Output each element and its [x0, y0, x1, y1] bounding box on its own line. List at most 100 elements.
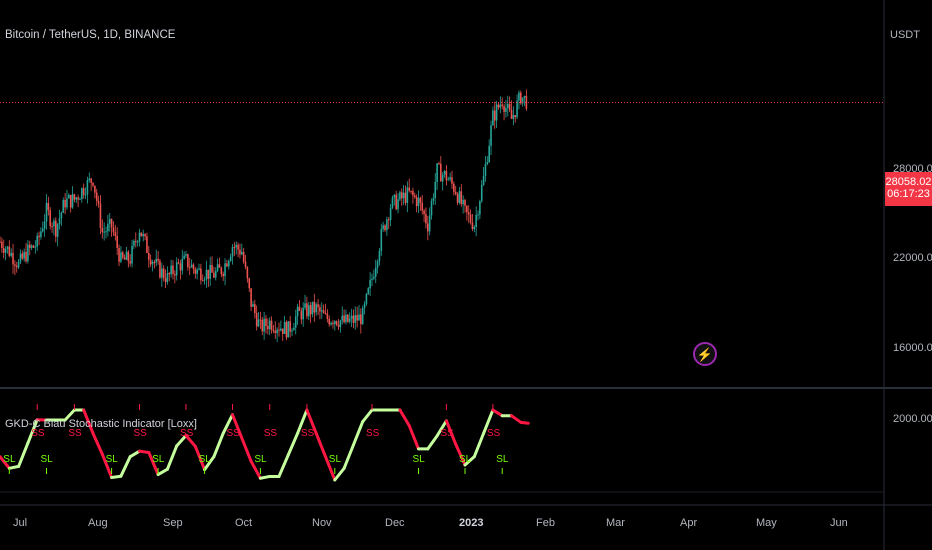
candle-body [477, 214, 479, 216]
candle-body [110, 219, 113, 228]
candle-body [360, 314, 362, 325]
candle-body [334, 321, 336, 325]
candle-body [36, 235, 38, 247]
candle-body [503, 106, 505, 112]
candle-body [454, 191, 457, 195]
long-signal-label: SL [152, 454, 165, 465]
candle-body [466, 205, 468, 213]
candle-body [68, 194, 70, 199]
candle-body [84, 194, 87, 196]
oscillator-segment [454, 442, 467, 467]
candle-body [302, 307, 304, 320]
candle-body [231, 247, 234, 257]
candle-body [183, 255, 185, 259]
candle-body [281, 328, 284, 334]
candle-body [222, 274, 224, 277]
candle-body [118, 248, 120, 262]
candle-body [378, 250, 381, 262]
candle-body [345, 314, 347, 323]
candle-body [495, 104, 498, 121]
candle-body [71, 194, 74, 208]
candle-body [17, 261, 20, 268]
candle-body [464, 199, 466, 206]
long-signal-label: SL [199, 454, 212, 465]
time-axis-label: Sep [163, 517, 183, 529]
symbol-title[interactable]: Bitcoin / TetherUS, 1D, BINANCE [5, 29, 176, 41]
candle-body [207, 269, 210, 279]
candle-body [499, 104, 502, 108]
candle-body [38, 235, 40, 238]
oscillator-segment [128, 449, 141, 459]
oscillator-segment [138, 449, 151, 454]
candle-body [214, 270, 217, 278]
indicator-title[interactable]: GKD-C Blau Stochastic Indicator [Loxx] [5, 418, 197, 430]
candle-body [432, 197, 435, 201]
oscillator-segment [100, 452, 114, 479]
candle-body [384, 225, 386, 231]
candle-body [516, 100, 518, 118]
candle-body [343, 315, 345, 323]
candle-body [226, 263, 228, 267]
candle-body [53, 220, 55, 227]
candle-body [270, 320, 273, 331]
candle-body [337, 324, 340, 327]
oscillator-segment [398, 408, 411, 428]
time-axis-label: Mar [606, 517, 625, 529]
candle-body [155, 258, 158, 263]
candle-body [480, 184, 483, 202]
candle-body [283, 321, 286, 334]
oscillator-segment [91, 431, 104, 456]
oscillator-segment [286, 431, 300, 457]
candle-body [367, 288, 370, 294]
candle-body [99, 203, 102, 228]
candle-body [339, 320, 342, 327]
candle-body [369, 279, 371, 289]
candle-body [244, 261, 247, 268]
candle-body [32, 245, 35, 248]
alert-button[interactable]: ⚡ [693, 342, 717, 366]
candle-body [116, 235, 118, 249]
candle-body [371, 278, 373, 280]
candle-body [95, 192, 98, 201]
candle-body [335, 321, 338, 325]
candle-body [77, 197, 79, 200]
candle-body [438, 163, 440, 165]
short-signal-label: SS [180, 428, 194, 439]
candle-body [473, 227, 476, 230]
candle-body [1, 241, 3, 249]
candle-body [263, 318, 265, 332]
oscillator-segment [110, 474, 123, 479]
oscillator-segment [165, 444, 179, 471]
candle-body [486, 162, 489, 164]
candle-body [497, 104, 500, 108]
candle-body [387, 219, 390, 221]
candle-body [166, 273, 169, 283]
candle-body [103, 231, 105, 233]
oscillator-segment [193, 444, 207, 472]
candle-body [220, 267, 223, 275]
oscillator-segment [296, 408, 309, 435]
time-axis-label: Aug [88, 517, 108, 529]
candle-body [306, 303, 308, 317]
time-axis-label: 2023 [459, 517, 484, 529]
candle-body [358, 314, 360, 321]
candle-body [278, 329, 280, 331]
candle-body [482, 175, 485, 185]
candle-body [174, 274, 176, 276]
oscillator-segment [342, 443, 355, 470]
candle-body [205, 269, 208, 280]
candle-body [443, 170, 446, 175]
oscillator-segment [231, 413, 244, 440]
oscillator-segment [519, 420, 530, 425]
candle-body [248, 278, 251, 289]
candle-body [512, 115, 515, 119]
oscillator-segment [314, 431, 327, 459]
candle-body [64, 199, 66, 208]
candle-body [246, 267, 249, 279]
candle-body [190, 264, 193, 268]
candle-body [412, 190, 414, 196]
oscillator-segment [351, 420, 365, 447]
candle-body [280, 328, 282, 331]
